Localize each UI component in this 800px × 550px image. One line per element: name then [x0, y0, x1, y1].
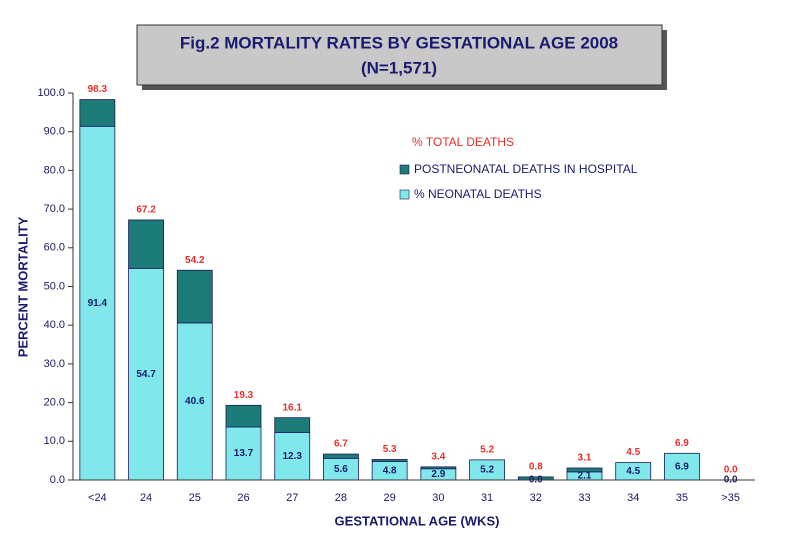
- y-tick-label: 30.0: [44, 358, 65, 370]
- data-label: 12.3: [282, 451, 302, 462]
- total-label: 6.7: [334, 439, 348, 450]
- total-label: 98.3: [88, 84, 108, 95]
- bar-segment: [176, 322, 213, 481]
- total-label: 3.1: [578, 453, 592, 464]
- chart-subtitle: (N=1,571): [361, 58, 437, 77]
- total-label: 5.2: [480, 445, 494, 456]
- bar-segment: [79, 99, 116, 127]
- data-label: 40.6: [185, 396, 205, 407]
- bar-segment: [274, 417, 311, 433]
- bar-segment: [79, 125, 116, 481]
- y-tick-label: 100.0: [37, 87, 65, 99]
- bar-segment: [225, 404, 262, 428]
- y-tick-label: 80.0: [44, 164, 65, 176]
- x-tick-label: 31: [481, 492, 493, 504]
- x-tick-label: 27: [286, 492, 298, 504]
- legend-swatch: [399, 189, 410, 200]
- data-label: 4.5: [626, 466, 640, 477]
- y-tick-label: 60.0: [44, 242, 65, 254]
- x-tick-label: 26: [237, 492, 249, 504]
- data-label: 5.6: [334, 464, 348, 475]
- bar-segment: [566, 467, 603, 473]
- total-label: 0.8: [529, 462, 543, 473]
- legend-swatch: [399, 164, 410, 175]
- x-tick-label: <24: [88, 492, 107, 504]
- x-tick-label: 33: [578, 492, 590, 504]
- title-box: [136, 24, 663, 86]
- total-label: 4.5: [626, 447, 640, 458]
- y-tick-label: 40.0: [44, 319, 65, 331]
- x-tick-label: 34: [627, 492, 639, 504]
- y-tick-label: 20.0: [44, 397, 65, 409]
- legend-label: POSTNEONATAL DEATHS IN HOSPITAL: [414, 162, 638, 176]
- total-label: 3.4: [431, 451, 445, 462]
- x-tick-label: 24: [140, 492, 152, 504]
- y-tick-label: 50.0: [44, 280, 65, 292]
- bar-segment: [664, 452, 700, 481]
- data-label: 13.7: [234, 448, 254, 459]
- x-tick-label: 28: [335, 492, 347, 504]
- x-tick-label: 25: [189, 492, 201, 504]
- bar-segment: [128, 267, 164, 481]
- x-axis-label: GESTATIONAL AGE (WKS): [335, 513, 500, 528]
- legend-label: % TOTAL DEATHS: [412, 135, 514, 149]
- x-tick-label: 30: [432, 492, 444, 504]
- data-label: 4.8: [383, 465, 397, 476]
- y-tick-label: 70.0: [44, 203, 65, 215]
- bar-segment: [274, 431, 311, 481]
- x-tick-label: >35: [721, 492, 740, 504]
- x-tick-label: 35: [676, 492, 688, 504]
- bar-segment: [128, 219, 164, 269]
- bar-segment: [176, 269, 213, 324]
- data-label: 6.9: [675, 461, 689, 472]
- total-label: 54.2: [185, 255, 205, 266]
- y-tick-label: 90.0: [44, 126, 65, 138]
- total-label: 16.1: [282, 402, 302, 413]
- legend-label: % NEONATAL DEATHS: [414, 187, 542, 201]
- y-tick-label: 10.0: [44, 435, 65, 447]
- x-tick-label: 32: [530, 492, 542, 504]
- chart-title: Fig.2 MORTALITY RATES BY GESTATIONAL AGE…: [180, 33, 618, 52]
- total-label: 67.2: [136, 205, 156, 216]
- y-tick-label: 0.0: [50, 474, 65, 486]
- total-label: 19.3: [234, 390, 254, 401]
- bar-segment: [420, 466, 457, 470]
- total-label: 5.3: [383, 444, 397, 455]
- data-label: 2.9: [431, 469, 445, 480]
- bar-segment: [323, 453, 359, 459]
- data-label: 91.4: [88, 298, 108, 309]
- data-label: 5.2: [480, 465, 494, 476]
- y-axis-label: PERCENT MORTALITY: [15, 216, 30, 357]
- x-tick-label: 29: [384, 492, 396, 504]
- total-label: 0.0: [724, 465, 738, 476]
- bar-segment: [371, 459, 408, 462]
- bar-segment: [225, 426, 262, 481]
- data-label: 54.7: [136, 369, 156, 380]
- data-label: 2.1: [578, 471, 592, 482]
- total-label: 6.9: [675, 438, 689, 449]
